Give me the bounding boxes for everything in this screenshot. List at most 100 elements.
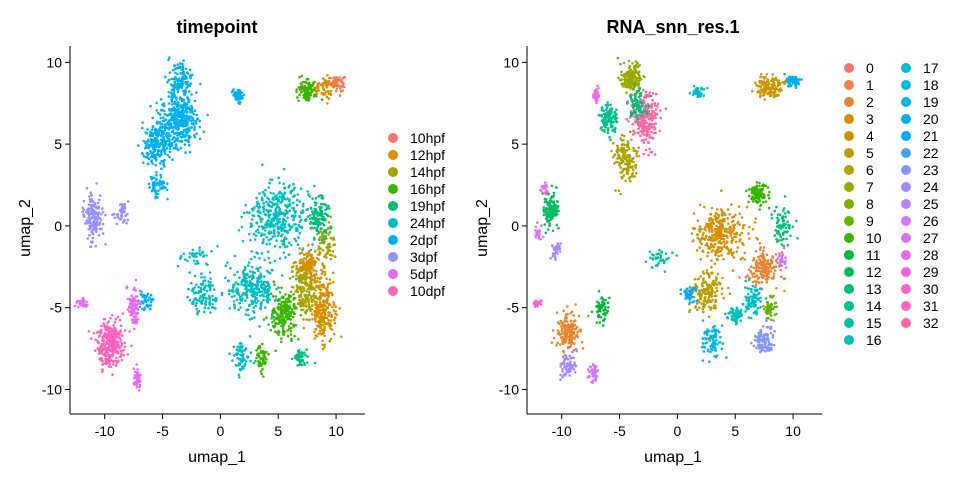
legend-label: 10hpf	[410, 130, 445, 146]
data-point	[168, 134, 172, 137]
data-point	[90, 210, 93, 213]
data-point	[630, 166, 634, 169]
data-point	[547, 220, 551, 223]
data-point	[265, 236, 268, 239]
data-point	[172, 119, 175, 123]
data-point	[331, 280, 335, 284]
data-point	[262, 205, 266, 208]
data-point	[603, 122, 606, 126]
data-point	[313, 238, 316, 241]
data-point	[307, 97, 310, 100]
data-point	[790, 83, 793, 87]
data-point	[249, 359, 252, 363]
data-point	[760, 189, 763, 192]
data-point	[175, 104, 179, 108]
data-point	[154, 133, 158, 137]
data-point	[301, 299, 304, 303]
data-point	[259, 351, 263, 355]
data-point	[637, 73, 640, 76]
data-point	[259, 307, 263, 311]
data-point	[102, 353, 105, 356]
data-point	[240, 282, 243, 286]
data-point	[698, 90, 701, 93]
data-point	[89, 212, 93, 216]
data-point	[211, 298, 215, 302]
data-point	[606, 101, 609, 104]
data-point	[773, 84, 776, 87]
data-point	[248, 281, 252, 285]
data-point	[245, 211, 249, 214]
data-point	[631, 157, 634, 161]
data-point	[653, 127, 656, 131]
data-point	[249, 238, 252, 242]
data-point	[301, 276, 304, 280]
data-point	[613, 162, 616, 165]
data-point	[95, 182, 98, 185]
data-point	[130, 294, 133, 298]
data-point	[176, 63, 179, 66]
data-point	[188, 135, 192, 139]
data-point	[555, 186, 558, 189]
data-point	[157, 189, 160, 193]
data-point	[281, 314, 285, 318]
data-point	[202, 296, 206, 300]
data-point	[299, 293, 302, 297]
data-point	[634, 60, 638, 63]
data-point	[333, 321, 337, 325]
data-point	[596, 96, 599, 100]
data-point	[155, 145, 158, 148]
data-point	[770, 94, 773, 97]
data-point	[646, 102, 650, 106]
data-point	[302, 273, 306, 277]
legend-swatch	[388, 133, 398, 143]
data-point	[292, 209, 296, 212]
data-point	[118, 336, 121, 339]
data-point	[633, 83, 636, 86]
data-point	[311, 197, 314, 201]
data-point	[105, 350, 108, 354]
data-point	[238, 349, 241, 352]
data-point	[177, 133, 181, 136]
data-point	[77, 305, 80, 309]
data-point	[255, 221, 259, 225]
data-point	[313, 277, 317, 280]
data-point	[177, 119, 180, 122]
data-point	[321, 318, 324, 321]
data-point	[545, 217, 548, 220]
data-point	[316, 324, 319, 328]
data-point	[257, 269, 260, 273]
data-point	[267, 353, 271, 356]
data-point	[277, 234, 280, 237]
data-point	[224, 276, 227, 280]
data-point	[183, 77, 186, 81]
data-point	[145, 304, 148, 308]
data-point	[122, 219, 126, 223]
data-point	[706, 86, 709, 90]
data-point	[303, 265, 306, 269]
data-point	[101, 359, 104, 363]
data-point	[111, 213, 114, 216]
data-point	[107, 334, 110, 338]
data-point	[302, 318, 305, 321]
data-point	[642, 152, 646, 156]
data-point	[226, 261, 229, 264]
data-point	[260, 225, 264, 228]
data-point	[322, 92, 325, 95]
data-point	[764, 200, 768, 203]
data-point	[640, 101, 644, 105]
data-point	[251, 271, 254, 274]
data-point	[137, 389, 141, 392]
data-point	[307, 303, 311, 306]
data-point	[643, 101, 646, 104]
data-point	[633, 116, 636, 119]
data-point	[153, 181, 157, 185]
data-point	[168, 102, 171, 105]
data-point	[167, 58, 170, 62]
data-point	[203, 310, 206, 314]
data-point	[272, 316, 276, 319]
data-point	[187, 140, 190, 144]
data-point	[194, 119, 198, 123]
data-point	[622, 174, 626, 177]
data-point	[146, 146, 150, 150]
data-point	[269, 191, 272, 195]
